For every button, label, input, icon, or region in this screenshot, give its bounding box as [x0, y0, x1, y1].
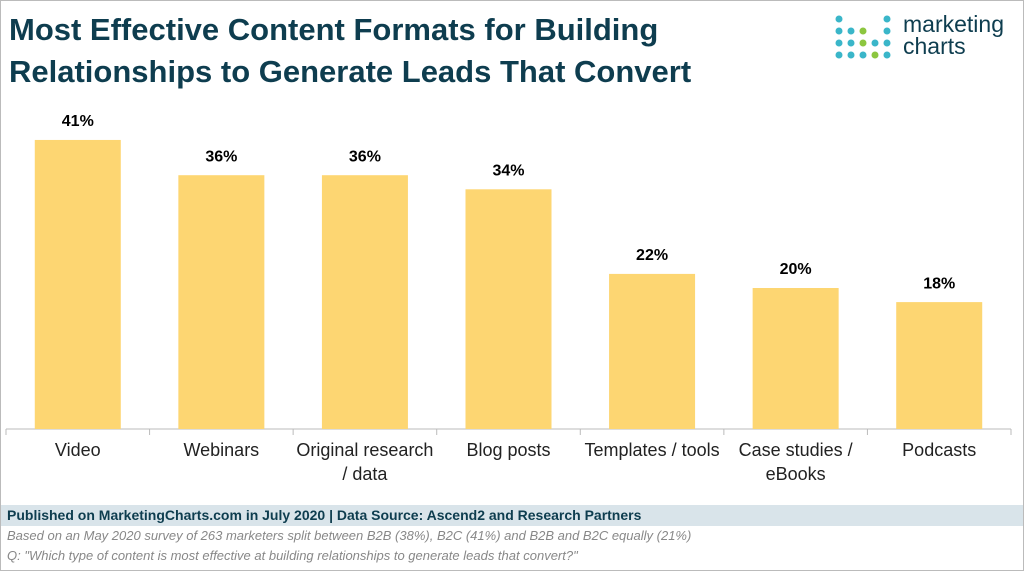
- x-tick-label: Webinars: [183, 440, 260, 460]
- logo-text: marketing: [903, 11, 1004, 37]
- logo-dots: [835, 15, 891, 59]
- bar: [752, 288, 839, 429]
- x-tick-label: Original research / data: [296, 440, 434, 484]
- x-tick-label: Video: [54, 440, 101, 460]
- bar: [34, 139, 121, 429]
- x-tick-label: Podcasts: [902, 440, 977, 460]
- bar: [321, 175, 408, 429]
- note: Q: "Which type of content is most effect…: [7, 548, 578, 563]
- bar: [178, 175, 265, 429]
- logo: marketing charts: [903, 11, 1004, 59]
- value-label: 34%: [492, 163, 524, 180]
- x-tick-label: Case studies / eBooks: [738, 440, 853, 484]
- note: Based on an May 2020 survey of 263 marke…: [7, 528, 692, 543]
- value-label: 41%: [62, 113, 94, 130]
- value-label: 18%: [923, 275, 955, 292]
- value-label: 20%: [780, 261, 812, 278]
- value-label: 22%: [636, 247, 668, 264]
- logo-text: charts: [903, 33, 966, 59]
- value-label: 36%: [349, 148, 381, 165]
- bar: [465, 189, 552, 429]
- value-label: 36%: [205, 148, 237, 165]
- bar: [609, 273, 696, 429]
- source: Published on MarketingCharts.com in July…: [1, 505, 1023, 526]
- x-tick-label: Templates / tools: [584, 440, 720, 460]
- bar: [896, 302, 983, 429]
- chart-title: Most Effective Content Formats for Build…: [9, 12, 692, 89]
- x-tick-label: Blog posts: [466, 440, 551, 460]
